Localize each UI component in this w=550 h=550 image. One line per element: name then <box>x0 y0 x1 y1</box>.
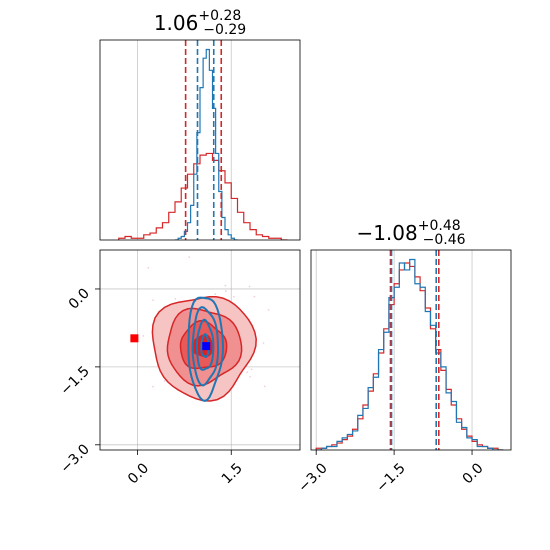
panel-title: −1.08+0.48 −0.46 <box>356 218 465 248</box>
truth-marker-blue <box>202 342 211 351</box>
x-tick-label: −1.5 <box>373 460 408 495</box>
panel-bottom-right-histogram: −3.0 −1.5 0.0 −1.08+0.48 −0.46 <box>295 218 512 496</box>
x-tick-label: −3.0 <box>295 460 330 495</box>
truth-marker-red <box>130 334 139 343</box>
axes-frame <box>310 249 512 451</box>
axes-frame <box>99 249 301 451</box>
title-value: 1.06 <box>154 11 199 35</box>
scatter-point <box>232 295 235 298</box>
histogram-step-series-1 <box>316 258 504 450</box>
scatter-point <box>263 385 266 388</box>
histogram-step-series-0 <box>118 152 288 240</box>
scatter-point <box>246 371 249 374</box>
histogram-body <box>118 40 288 240</box>
scatter-point <box>188 256 191 259</box>
title-plus-error: +0.48 <box>418 218 461 234</box>
scatter-point <box>152 299 154 302</box>
y-tick-label: 0.0 <box>66 285 93 312</box>
scatter-point <box>249 375 252 378</box>
x-tick-label: 0.0 <box>125 460 152 487</box>
panel-bottom-left-contour: 0.0 1.5 0.0 −1.5 −3.0 <box>57 249 308 487</box>
scatter-point <box>152 385 154 388</box>
contour-body <box>130 256 308 402</box>
scatter-point <box>214 293 217 296</box>
scatter-point <box>248 285 251 288</box>
scatter-point <box>174 298 177 300</box>
scatter-point <box>224 284 227 287</box>
scatter-point <box>142 335 145 337</box>
panel-top-left-histogram: 1.06+0.28 −0.29 <box>99 8 301 241</box>
blue-contour-level-1 <box>191 306 220 387</box>
title-minus-error: −0.46 <box>423 232 466 248</box>
scatter-point <box>224 290 227 292</box>
title-minus-error: −0.29 <box>203 22 246 38</box>
scatter-point <box>267 309 270 311</box>
blue-contour-level-0 <box>187 296 225 402</box>
scatter-point <box>163 380 166 382</box>
y-tick-label: −1.5 <box>57 363 92 398</box>
title-plus-error: +0.28 <box>198 8 241 24</box>
blue-contour-level-3 <box>200 333 210 358</box>
x-tick-label: 1.5 <box>219 460 246 487</box>
histogram-body <box>315 250 504 450</box>
histogram-step-series-1 <box>175 48 238 240</box>
scatter-point <box>147 266 150 269</box>
y-tick-label: −3.0 <box>57 441 92 476</box>
scatter-point <box>250 368 253 371</box>
scatter-point <box>306 335 308 337</box>
panel-title: 1.06+0.28 −0.29 <box>154 8 246 38</box>
x-tick-label: 0.0 <box>460 460 487 487</box>
axes-frame <box>99 39 301 241</box>
histogram-step-series-0 <box>315 262 504 450</box>
scatter-point <box>262 342 265 344</box>
blue-contour-level-2 <box>195 318 215 371</box>
scatter-point <box>253 295 256 298</box>
title-value: −1.08 <box>356 221 417 245</box>
